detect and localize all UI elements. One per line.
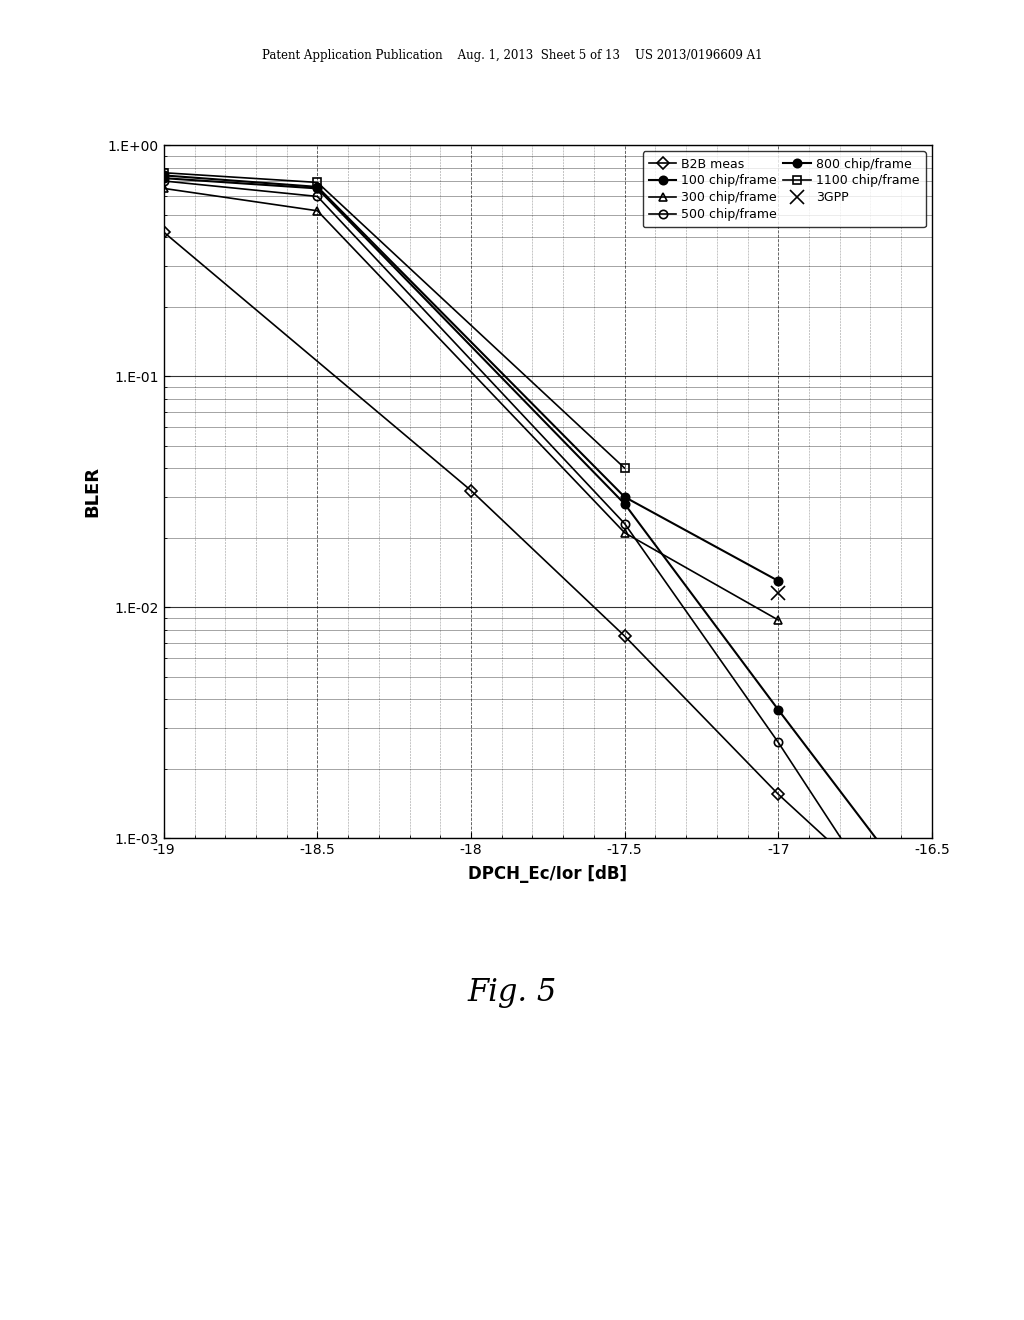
Text: Patent Application Publication    Aug. 1, 2013  Sheet 5 of 13    US 2013/0196609: Patent Application Publication Aug. 1, 2… [262, 49, 762, 62]
Line: 500 chip/frame: 500 chip/frame [160, 177, 936, 982]
B2B meas [465, 483, 477, 499]
100 chip/frame [311, 181, 324, 197]
500 chip/frame [926, 969, 938, 985]
B2B meas [926, 928, 938, 944]
500 chip/frame [311, 189, 324, 205]
100 chip/frame [158, 170, 170, 186]
B2B meas [618, 628, 631, 644]
800 chip/frame [772, 573, 784, 589]
1100 chip/frame [158, 165, 170, 181]
1100 chip/frame [311, 174, 324, 190]
Line: 800 chip/frame: 800 chip/frame [160, 172, 782, 585]
300 chip/frame [772, 612, 784, 628]
300 chip/frame [158, 181, 170, 197]
B2B meas [158, 224, 170, 240]
100 chip/frame [772, 702, 784, 718]
B2B meas [772, 787, 784, 803]
Text: Fig. 5: Fig. 5 [467, 977, 557, 1007]
Line: 300 chip/frame: 300 chip/frame [160, 185, 782, 624]
800 chip/frame [618, 490, 631, 506]
Y-axis label: BLER: BLER [83, 466, 101, 517]
Line: 1100 chip/frame: 1100 chip/frame [160, 169, 629, 473]
100 chip/frame [618, 496, 631, 512]
Legend: B2B meas, 100 chip/frame, 300 chip/frame, 500 chip/frame, 800 chip/frame, 1100 c: B2B meas, 100 chip/frame, 300 chip/frame… [643, 152, 926, 227]
800 chip/frame [158, 168, 170, 183]
300 chip/frame [311, 203, 324, 219]
500 chip/frame [158, 173, 170, 189]
Line: B2B meas: B2B meas [160, 228, 936, 940]
800 chip/frame [311, 180, 324, 195]
300 chip/frame [618, 525, 631, 541]
100 chip/frame [926, 904, 938, 920]
1100 chip/frame [618, 461, 631, 477]
500 chip/frame [618, 516, 631, 532]
Line: 100 chip/frame: 100 chip/frame [160, 174, 936, 916]
500 chip/frame [772, 734, 784, 750]
X-axis label: DPCH_Ec/Ior [dB]: DPCH_Ec/Ior [dB] [468, 866, 628, 883]
